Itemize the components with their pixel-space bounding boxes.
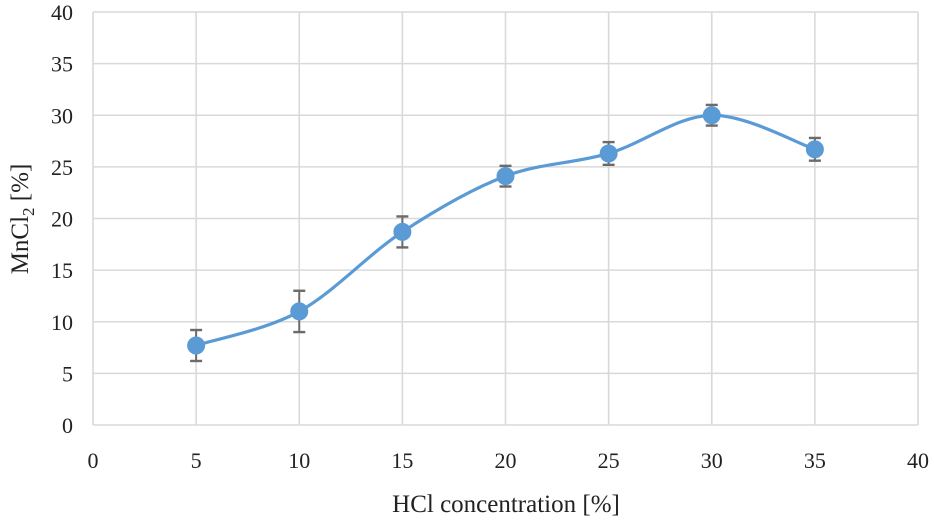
y-tick-label: 20: [51, 207, 73, 232]
x-tick-label: 5: [191, 448, 202, 473]
x-tick-label: 20: [495, 448, 517, 473]
y-tick-label: 25: [51, 155, 73, 180]
y-tick-label: 35: [51, 52, 73, 77]
x-tick-label: 30: [701, 448, 723, 473]
grid: [92, 11, 919, 426]
x-tick-label: 25: [598, 448, 620, 473]
x-tick-label: 40: [907, 448, 929, 473]
x-tick-labels: 0 5 10 15 20 25 30 35 40: [88, 448, 930, 473]
data-series: [187, 103, 824, 363]
x-tick-label: 0: [88, 448, 99, 473]
x-tick-label: 10: [288, 448, 310, 473]
x-tick-label: 15: [391, 448, 413, 473]
data-point: [290, 302, 309, 321]
data-point: [702, 106, 721, 125]
x-tick-label: 35: [804, 448, 826, 473]
y-axis-title-main: MnCl: [7, 216, 34, 274]
data-point: [187, 336, 206, 355]
y-axis-title-suffix: [%]: [7, 164, 34, 208]
data-point: [496, 167, 515, 186]
y-axis-title: MnCl2 [%]: [7, 164, 38, 275]
y-tick-label: 40: [51, 0, 73, 25]
y-tick-labels: 0 5 10 15 20 25 30 35 40: [51, 0, 73, 438]
y-tick-label: 30: [51, 103, 73, 128]
data-point: [393, 222, 412, 241]
y-tick-label: 15: [51, 258, 73, 283]
data-point: [599, 144, 618, 163]
data-point: [805, 140, 824, 159]
y-axis-title-subscript: 2: [19, 207, 38, 216]
y-tick-label: 5: [62, 361, 73, 386]
x-axis-title: HCl concentration [%]: [392, 491, 620, 518]
y-tick-label: 0: [62, 413, 73, 438]
y-tick-label: 10: [51, 310, 73, 335]
